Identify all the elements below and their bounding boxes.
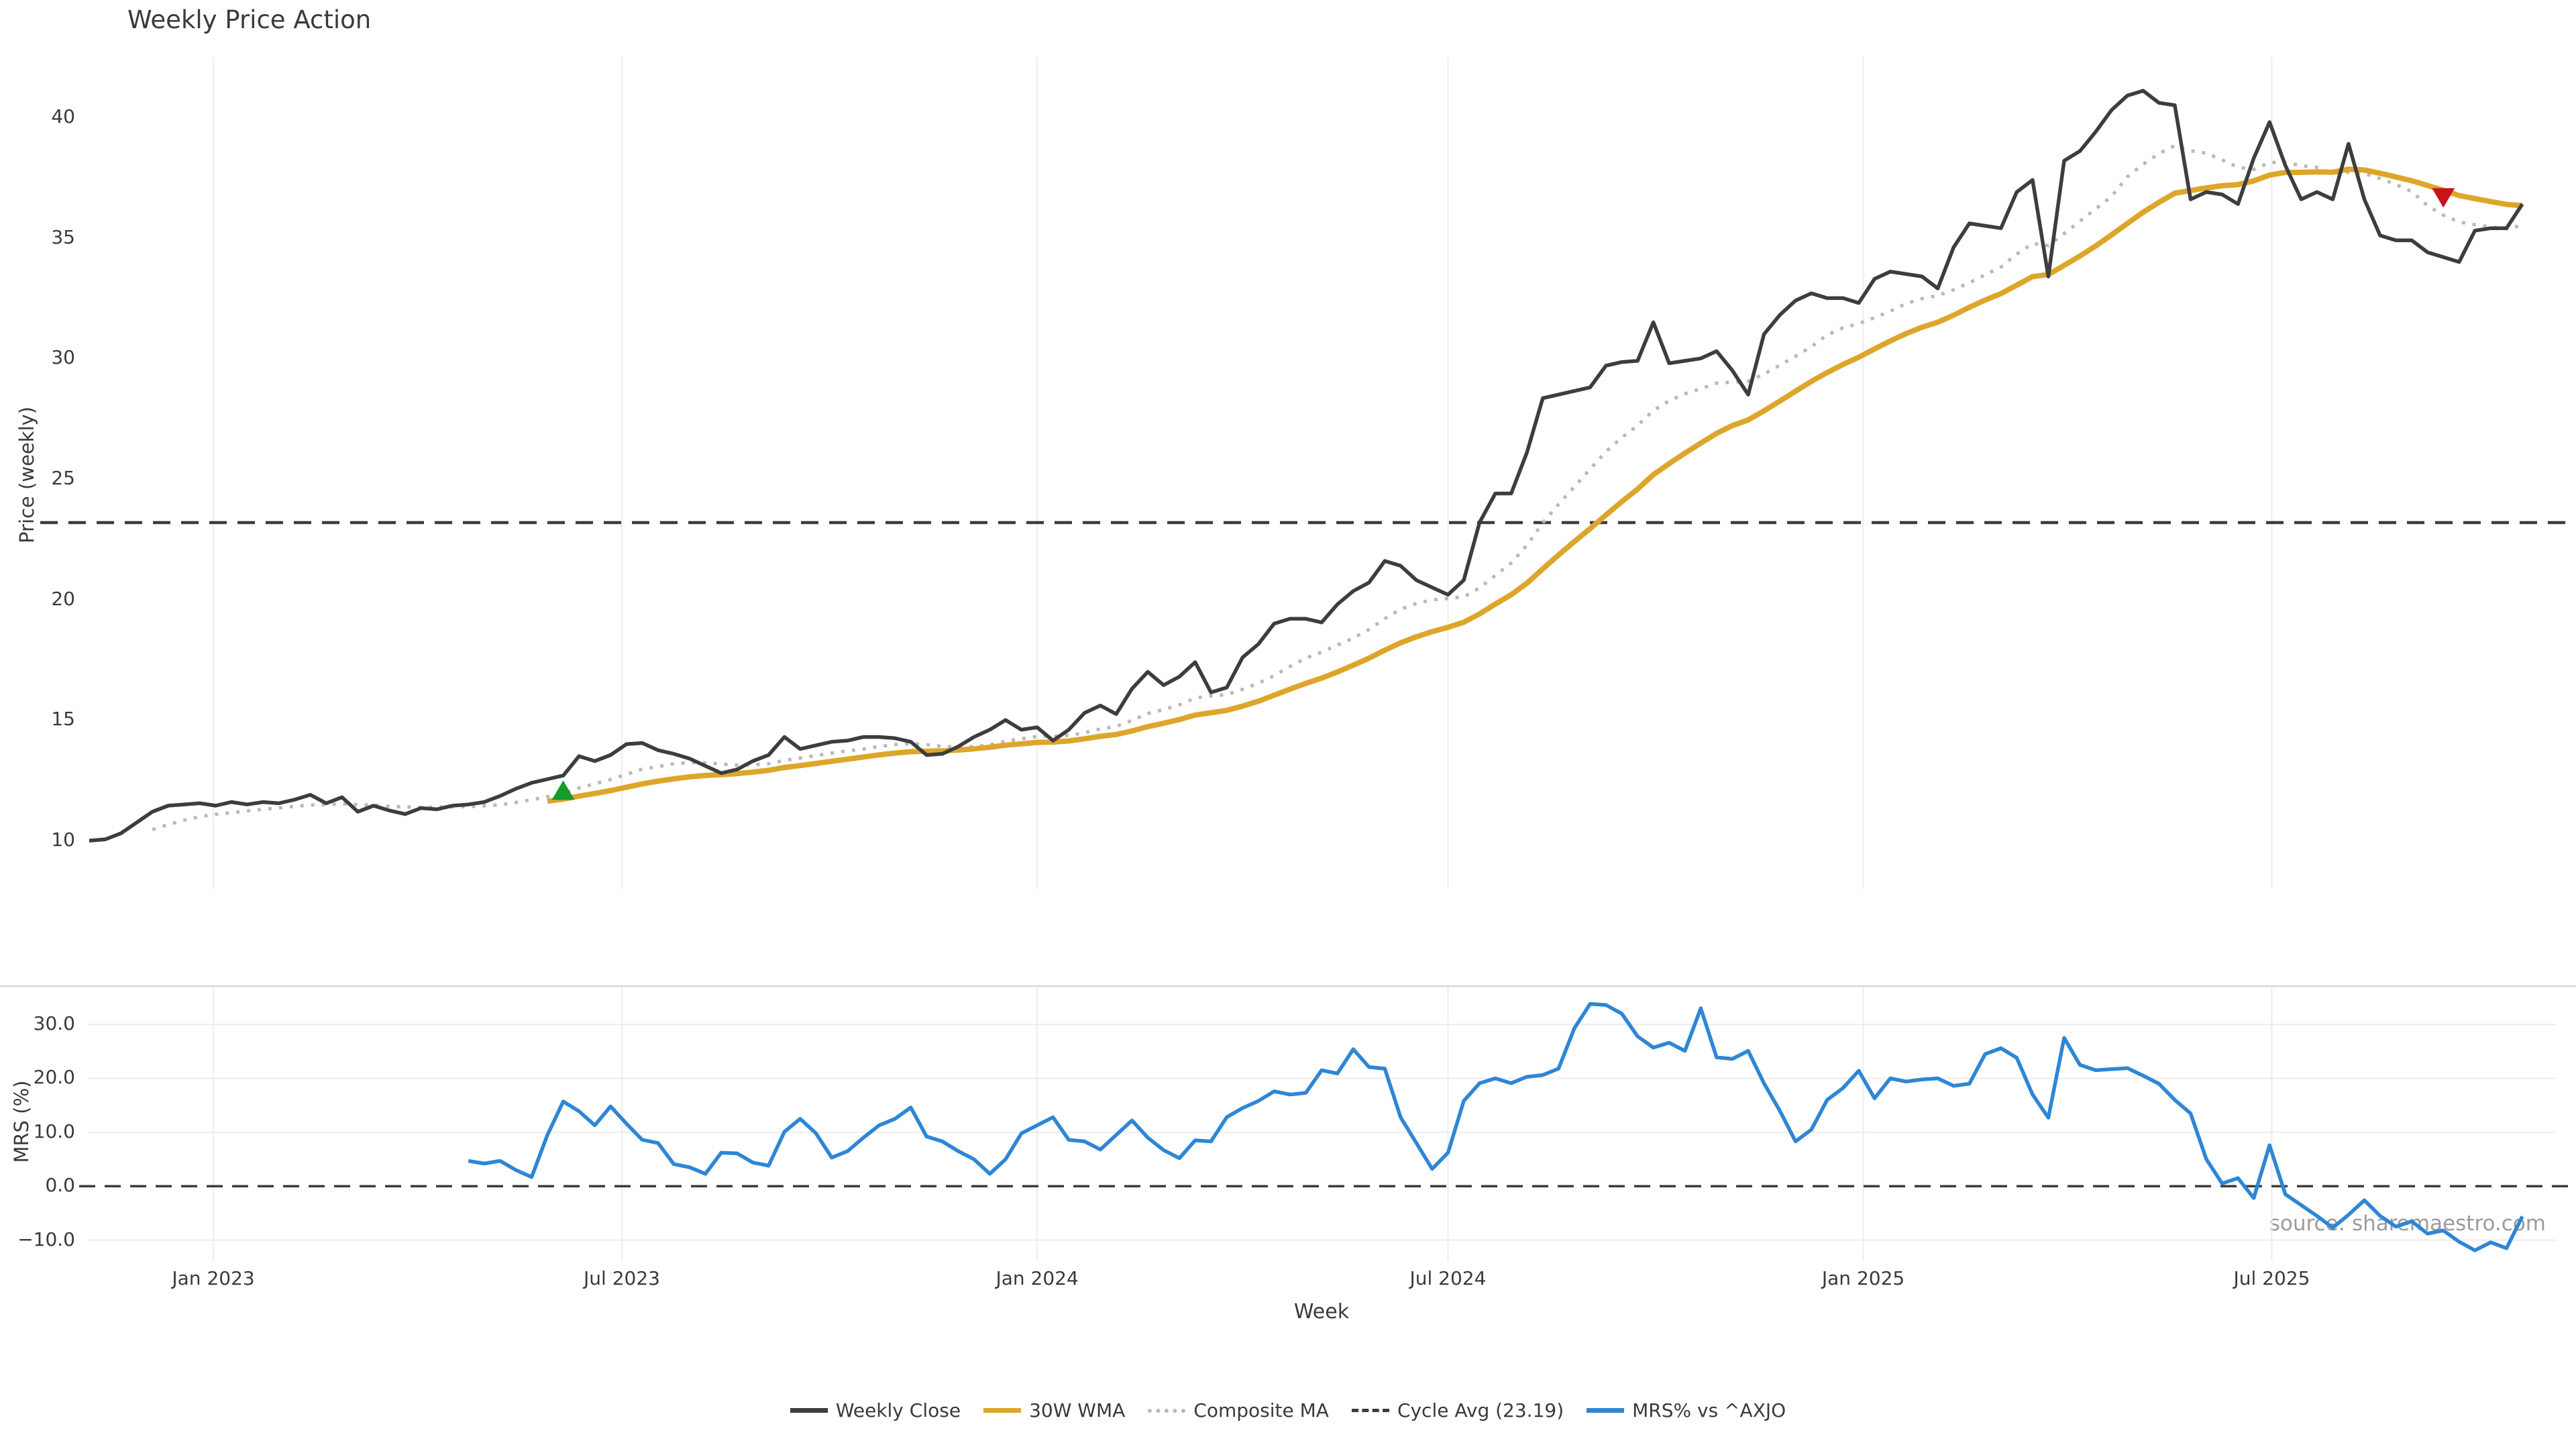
legend-swatch-icon xyxy=(1587,1408,1625,1413)
price-tick-label: 20 xyxy=(51,587,75,610)
legend-item: MRS% vs ^AXJO xyxy=(1587,1399,1786,1421)
buy-marker-icon xyxy=(551,780,575,800)
legend-swatch-icon xyxy=(1148,1408,1186,1413)
mrs-tick-label: −10.0 xyxy=(17,1228,75,1250)
legend-swatch-icon xyxy=(790,1408,828,1413)
price-tick-label: 35 xyxy=(51,225,75,248)
legend-item: Composite MA xyxy=(1148,1399,1329,1421)
x-tick-label: Jul 2024 xyxy=(1409,1267,1487,1289)
mrs-tick-label: 10.0 xyxy=(33,1120,75,1142)
legend-item: Cycle Avg (23.19) xyxy=(1351,1399,1564,1421)
sell-marker-icon xyxy=(2432,188,2455,208)
price-tick-label: 30 xyxy=(51,346,75,369)
mrs-axis-label: MRS (%) xyxy=(10,1080,33,1163)
mrs-tick-label: 0.0 xyxy=(45,1174,75,1197)
x-tick-label: Jan 2024 xyxy=(996,1267,1079,1289)
legend-label: 30W WMA xyxy=(1029,1399,1126,1421)
x-axis-label: Week xyxy=(1293,1300,1350,1324)
price-axis-label: Price (weekly) xyxy=(15,406,38,544)
x-tick-label: Jan 2025 xyxy=(1821,1267,1905,1289)
mrs-line xyxy=(468,1002,2524,1252)
legend-swatch-icon xyxy=(1351,1409,1389,1412)
mrs-tick-label: 30.0 xyxy=(33,1012,75,1035)
chart-legend: Weekly Close 30W WMA Composite MA Cycle Avg… xyxy=(0,1399,2576,1421)
legend-label: MRS% vs ^AXJO xyxy=(1632,1399,1786,1421)
chart-title: Weekly Price Action xyxy=(127,5,372,34)
x-tick-label: Jul 2023 xyxy=(584,1267,660,1289)
legend-item: Weekly Close xyxy=(790,1399,961,1421)
price-tick-label: 40 xyxy=(51,105,75,127)
legend-label: Cycle Avg (23.19) xyxy=(1397,1399,1564,1421)
legend-item: 30W WMA xyxy=(983,1399,1125,1421)
legend-label: Composite MA xyxy=(1193,1399,1329,1421)
wma-30w-line xyxy=(547,166,2523,804)
mrs-tick-label: 20.0 xyxy=(33,1066,75,1089)
price-tick-label: 15 xyxy=(51,708,75,731)
x-tick-label: Jan 2023 xyxy=(172,1267,255,1289)
price-tick-label: 10 xyxy=(51,828,75,851)
weekly-close-line xyxy=(89,89,2524,843)
legend-label: Weekly Close xyxy=(835,1399,961,1421)
price-tick-label: 25 xyxy=(51,466,75,489)
x-tick-label: Jul 2025 xyxy=(2233,1267,2310,1289)
legend-swatch-icon xyxy=(983,1408,1022,1413)
composite-ma-line xyxy=(152,144,2523,831)
